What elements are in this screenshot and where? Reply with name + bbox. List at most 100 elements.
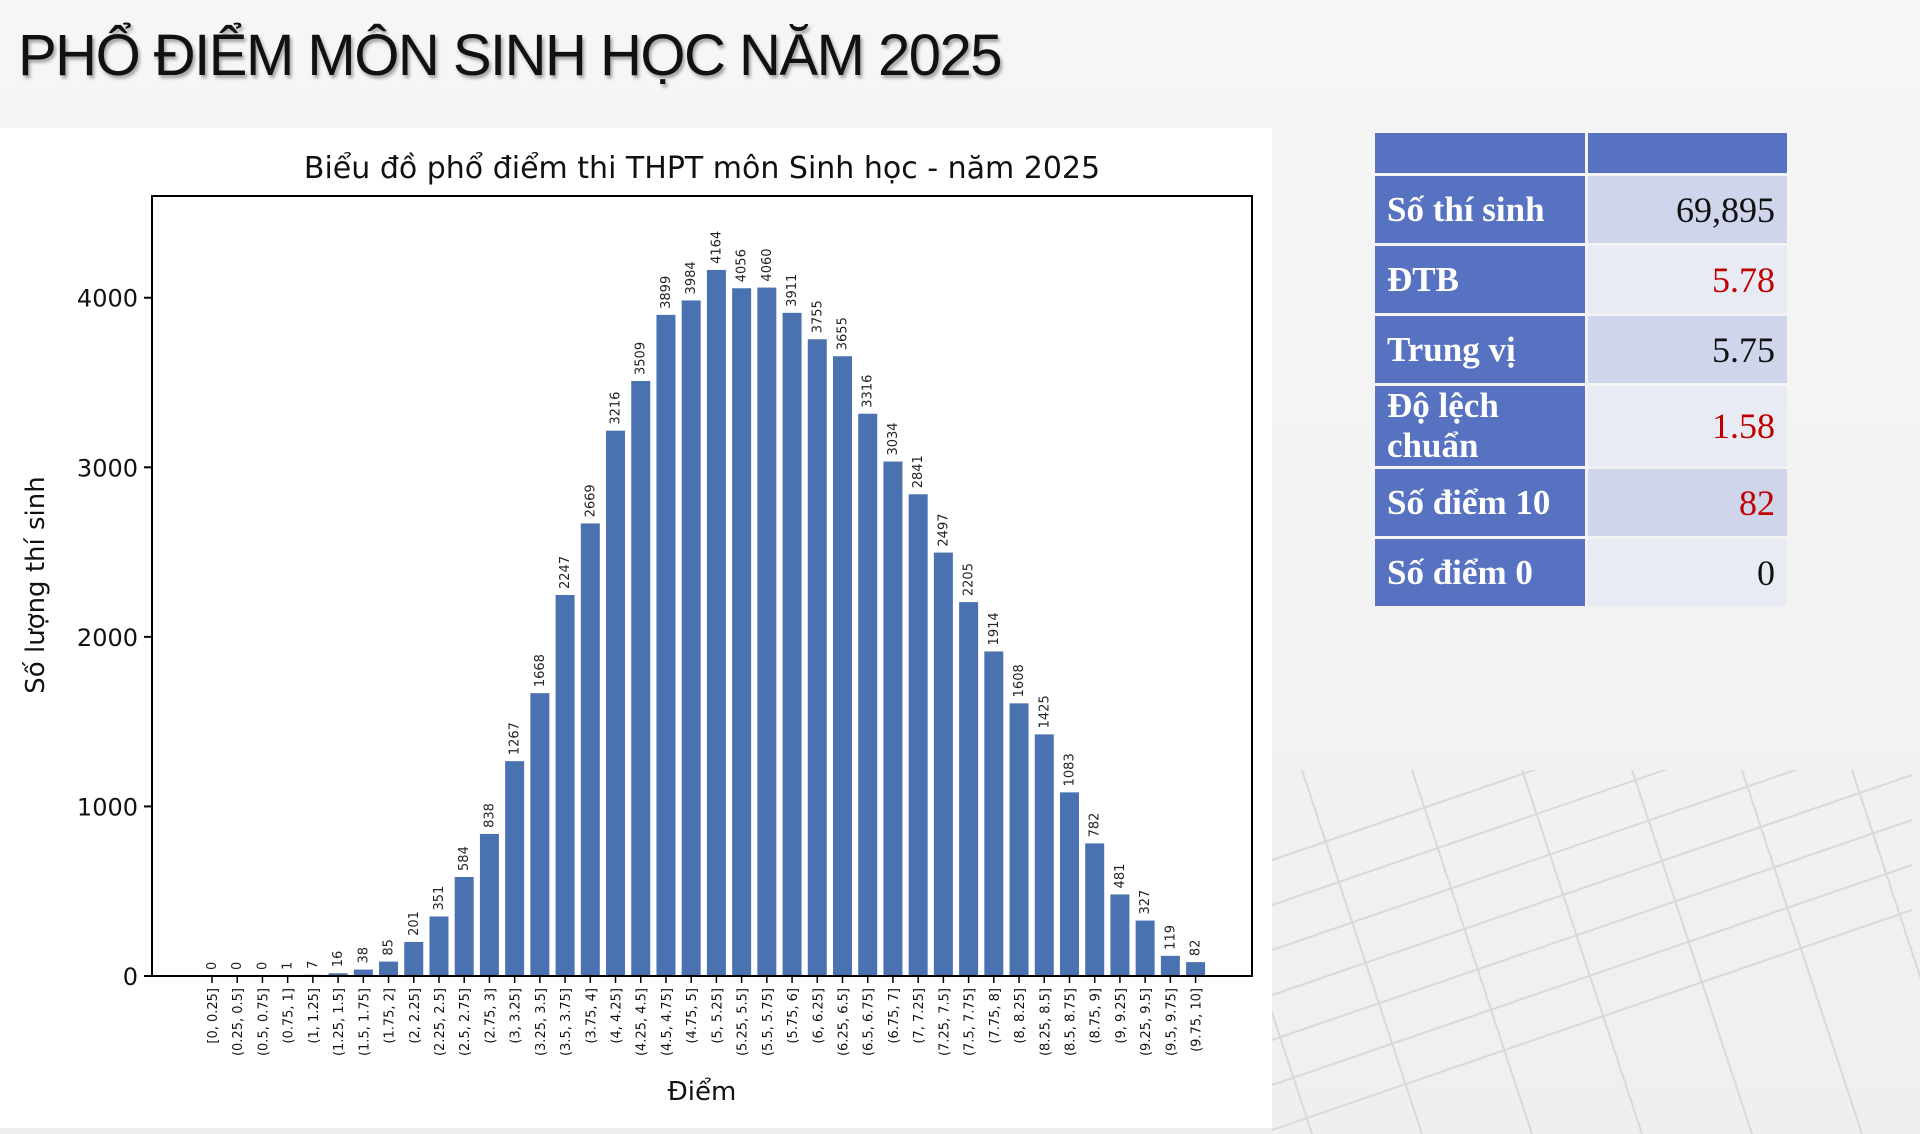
x-tick-label: (9, 9.25] (1114, 988, 1129, 1044)
bar-value-label: 3899 (659, 276, 674, 309)
bar-value-label: 481 (1113, 864, 1128, 889)
stats-value: 5.78 (1588, 246, 1787, 313)
bar (959, 602, 979, 976)
bar-value-label: 3316 (861, 375, 876, 408)
x-tick-label: (6, 6.25] (811, 988, 826, 1044)
stats-table: Số thí sinh 69,895 ĐTB 5.78 Trung vị 5.7… (1372, 130, 1790, 609)
bar (681, 300, 701, 977)
bar-value-label: 2841 (911, 455, 926, 488)
bar (757, 287, 777, 977)
bar-value-label: 16 (331, 951, 346, 968)
y-axis-label: Số lượng thí sinh (21, 476, 51, 693)
bars-layer: 0 0 0 1 7 16 38 85 201 351 584 838 1267 1668 2247 2669 3… (205, 231, 1206, 977)
bar (908, 494, 928, 976)
bar (833, 356, 852, 976)
bar (530, 693, 550, 976)
grid-line (1272, 774, 1913, 996)
stats-row-score-10: Số điểm 10 82 (1375, 469, 1787, 536)
stats-value: 0 (1588, 539, 1787, 606)
bar (1034, 734, 1054, 976)
x-tick-label: (0.75, 1] (282, 988, 297, 1044)
bar (404, 941, 424, 976)
bar (1160, 955, 1180, 976)
bar (883, 461, 903, 976)
bar (328, 973, 348, 976)
bar (807, 339, 827, 976)
stats-row-candidates: Số thí sinh 69,895 (1375, 176, 1787, 243)
bar-value-label: 3509 (634, 342, 649, 375)
stats-label: Số điểm 0 (1375, 539, 1585, 606)
bar-value-label: 838 (482, 803, 497, 828)
grid-line (1272, 770, 1799, 951)
stats-label: Độ lệch chuẩn (1375, 386, 1585, 466)
bar-value-label: 1267 (508, 722, 523, 755)
y-tick-label: 2000 (77, 624, 138, 652)
bar-value-label: 782 (1088, 813, 1103, 838)
grid-line (1272, 864, 1913, 1086)
x-tick-label: (2.75, 3] (483, 988, 498, 1044)
bar (631, 380, 651, 976)
bar (1059, 792, 1079, 976)
y-tick-label: 0 (123, 963, 138, 991)
x-tick-label: [0, 0.25] (206, 988, 221, 1044)
x-tick-label: (3, 3.25] (509, 988, 524, 1044)
x-tick-label: (8.5, 8.75] (1063, 988, 1078, 1056)
bar-value-label: 85 (382, 939, 397, 956)
stats-row-median: Trung vị 5.75 (1375, 316, 1787, 383)
x-tick-label: (4.25, 4.5] (635, 988, 650, 1056)
bar (1110, 894, 1130, 976)
stats-row-mean: ĐTB 5.78 (1375, 246, 1787, 313)
stats-header-cell (1375, 133, 1585, 173)
bar (353, 969, 373, 976)
bar-chart: Biểu đồ phổ điểm thi THPT môn Sinh học -… (21, 150, 1253, 1107)
plot-frame (151, 195, 1253, 977)
x-tick-label: (4.5, 4.75] (660, 988, 675, 1056)
bar-value-label: 1914 (987, 612, 1002, 645)
bar (580, 523, 600, 976)
x-tick-label: (1, 1.25] (307, 988, 322, 1044)
grid-line (1272, 819, 1913, 1041)
grid-line (1851, 770, 1920, 980)
stats-label: Số điểm 10 (1375, 469, 1585, 536)
x-tick-label: (6.75, 7] (887, 988, 902, 1044)
bar (1135, 920, 1155, 976)
bar (706, 269, 726, 976)
bar-value-label: 3755 (810, 300, 825, 333)
bar-value-label: 1608 (1012, 664, 1027, 697)
x-tick-label: (2.25, 2.5] (433, 988, 448, 1056)
grid-line (1521, 770, 1643, 1134)
stats-label: Số thí sinh (1375, 176, 1585, 243)
bar (454, 876, 474, 976)
x-tick-label: (8.25, 8.5] (1038, 988, 1053, 1056)
bar-value-label: 3655 (836, 317, 851, 350)
decorative-grid (1272, 770, 1920, 1134)
stats-value: 82 (1588, 469, 1787, 536)
x-tick-label: (1.5, 1.75] (357, 988, 372, 1056)
x-tick-label: (1.25, 1.5] (332, 988, 347, 1056)
stats-value: 5.75 (1588, 316, 1787, 383)
x-tick-label: (5.5, 5.75] (761, 988, 776, 1056)
grid-line (1272, 1009, 1313, 1134)
bar (984, 651, 1004, 976)
x-tick-label: (1.75, 2] (383, 988, 398, 1044)
stats-row-score-0: Số điểm 0 0 (1375, 539, 1787, 606)
grid-line (1741, 770, 1863, 1134)
bar-value-label: 351 (432, 886, 447, 911)
bar-value-label: 3984 (684, 261, 699, 294)
bar-value-label: 119 (1163, 925, 1178, 950)
stats-label: Trung vị (1375, 316, 1585, 383)
bar (782, 312, 802, 976)
bar (1009, 703, 1029, 976)
bar-value-label: 82 (1189, 940, 1204, 957)
x-tick-label: (8, 8.25] (1013, 988, 1028, 1044)
x-tick-label: (7.75, 8] (988, 988, 1003, 1044)
x-tick-label: (7, 7.25] (912, 988, 927, 1044)
bar-value-label: 4056 (735, 249, 750, 282)
x-tick-label: (7.5, 7.75] (963, 988, 978, 1056)
x-tick-label: (3.5, 3.75] (559, 988, 574, 1056)
x-tick-label: (2, 2.25] (408, 988, 423, 1044)
x-tick-label: (4, 4.25] (610, 988, 625, 1044)
x-axis-label: Điểm (668, 1076, 737, 1107)
